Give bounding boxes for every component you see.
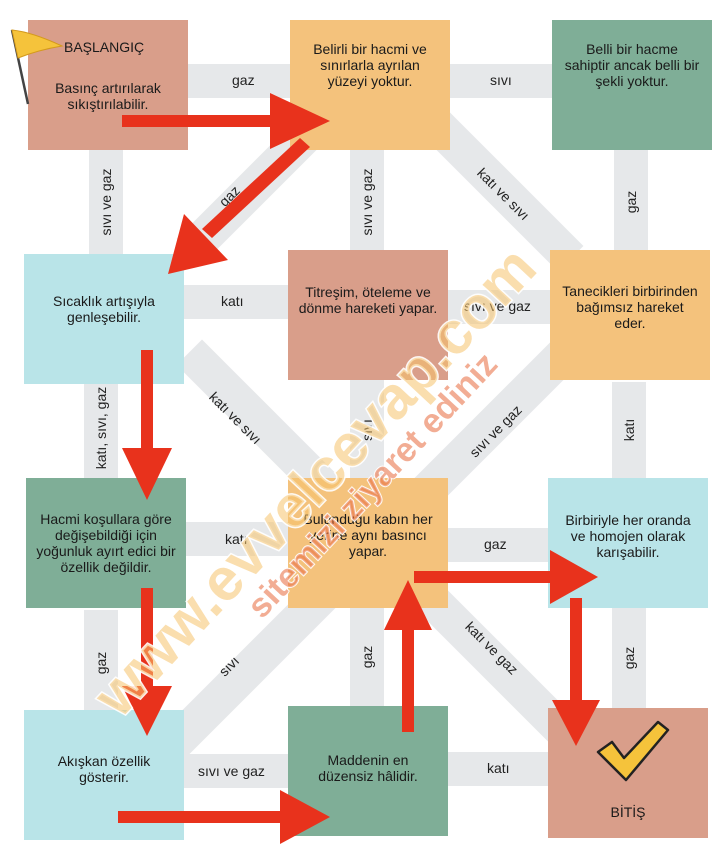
end-title: BİTİŞ	[610, 804, 646, 820]
connector-v-5-8	[350, 380, 384, 480]
connector-v-9-12	[612, 608, 646, 708]
connector-v-7-10	[84, 610, 118, 712]
node-box-4: Sıcaklık artışıyla genleşebilir.	[24, 254, 184, 384]
node-box-5: Titreşim, öteleme ve dönme hareketi yapa…	[288, 250, 448, 380]
node-box-8: Bulunduğu kabın her yerine aynı basıncı …	[288, 478, 448, 608]
arrow-4-7-shaft	[141, 350, 153, 460]
label-h-5-6: sıvı ve gaz	[464, 298, 531, 314]
connector-h-2-3	[448, 64, 552, 98]
label-h-4-5: katı	[221, 293, 244, 309]
check-icon	[596, 720, 670, 782]
connector-v-1-4	[89, 150, 123, 256]
node-text-5: Titreşim, öteleme ve dönme hareketi yapa…	[298, 284, 438, 316]
connector-h-11-12	[446, 752, 550, 786]
label-h-2-3: sıvı	[490, 72, 512, 88]
arrow-10-11-head	[280, 790, 330, 844]
node-box-6: Tanecikleri birbirinden bağımsız hareket…	[550, 250, 710, 380]
label-h-7-8: katı	[225, 531, 248, 547]
connector-h-5-6	[446, 290, 552, 324]
connector-h-4-5	[184, 285, 290, 319]
arrow-7-10-shaft	[141, 588, 153, 698]
connector-h-10-11	[184, 754, 290, 788]
node-box-3: Belli bir hacme sahiptir ancak belli bir…	[552, 20, 712, 150]
node-text-11: Maddenin en düzensiz hâlidir.	[318, 752, 418, 784]
start-text: Basınç artırılarak sıkıştırılabilir.	[55, 80, 161, 112]
node-text-6: Tanecikleri birbirinden bağımsız hareket…	[562, 283, 698, 331]
connector-h-7-8	[186, 522, 292, 556]
label-h-11-12: katı	[487, 760, 510, 776]
node-text-9: Birbiriyle her oranda ve homojen olarak …	[565, 512, 691, 560]
arrow-2-4-head	[168, 214, 228, 274]
node-box-2: Belirli bir hacmi ve sınırlarla ayrılan …	[290, 20, 450, 150]
node-text-3: Belli bir hacme sahiptir ancak belli bir…	[564, 41, 700, 89]
arrow-1-2-shaft	[122, 115, 282, 127]
flag-icon	[10, 29, 64, 105]
node-text-8: Bulunduğu kabın her yerine aynı basıncı …	[303, 511, 433, 559]
connector-h-8-9	[446, 528, 550, 562]
arrow-7-10-head	[122, 686, 172, 736]
connector-v-8-11	[350, 608, 384, 706]
node-text-4: Sıcaklık artışıyla genleşebilir.	[53, 293, 155, 325]
label-h-1-2: gaz	[232, 72, 255, 88]
arrow-9-12-head	[552, 700, 600, 746]
connector-v-6-9	[612, 382, 646, 480]
node-box-7: Hacmi koşullara göre değişebildiği için …	[26, 478, 186, 608]
node-text-2: Belirli bir hacmi ve sınırlarla ayrılan …	[313, 41, 427, 89]
connector-v-3-6	[614, 150, 648, 252]
node-text-10: Akışkan özellik gösterir.	[57, 753, 151, 785]
label-h-10-11: sıvı ve gaz	[198, 763, 265, 779]
label-h-8-9: gaz	[484, 536, 507, 552]
arrow-1-2-head	[270, 93, 330, 149]
connector-h-1-2	[186, 64, 292, 98]
start-box: Basınç artırılarak sıkıştırılabilir.	[28, 20, 188, 150]
node-text-7: Hacmi koşullara göre değişebildiği için …	[36, 511, 176, 575]
arrow-8-9-head	[550, 550, 598, 604]
start-title: BAŞLANGIÇ	[64, 39, 145, 55]
arrow-10-11-shaft	[118, 811, 288, 823]
arrow-9-12-shaft	[570, 598, 582, 710]
arrow-11-8-shaft	[402, 620, 414, 732]
connector-v-2-5	[350, 150, 384, 254]
arrow-2-4-shaft	[202, 138, 310, 238]
arrow-8-9-shaft	[414, 571, 564, 583]
arrow-4-7-head	[122, 448, 172, 500]
arrow-11-8-head	[384, 580, 432, 630]
